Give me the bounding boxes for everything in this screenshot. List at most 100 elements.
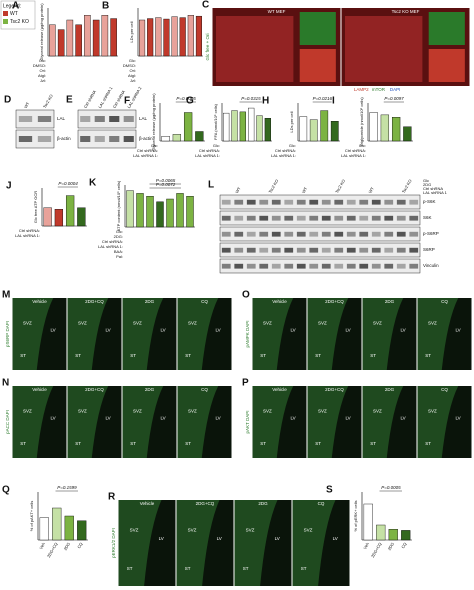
panel-letter: C <box>202 0 209 11</box>
band <box>296 231 306 237</box>
band-label: β-actin <box>139 136 153 141</box>
condition-label: LAL shRNA 1: <box>341 153 366 158</box>
band <box>234 263 244 269</box>
blot-strip <box>77 129 137 149</box>
band <box>321 247 331 253</box>
region-label: LV <box>456 328 461 333</box>
bar <box>183 112 193 142</box>
band <box>346 247 356 253</box>
ventricle <box>386 386 417 458</box>
band <box>384 231 394 237</box>
condition-label: Glc: <box>116 229 123 234</box>
condition-label: Ctrl shRNA: <box>199 148 220 153</box>
band <box>309 215 319 221</box>
bar <box>309 119 318 142</box>
blot-strip <box>77 109 137 129</box>
region-label: ST <box>301 566 307 571</box>
p-value: P=0.1599 <box>57 485 77 490</box>
band <box>334 247 344 253</box>
region-label: ST <box>185 441 191 446</box>
lane-label: Ctrl shRNA <box>83 89 97 109</box>
condition-label: Ctrl shRNA: <box>102 239 123 244</box>
condition-label: Jzl: <box>130 78 136 83</box>
band <box>80 116 91 122</box>
ventricle <box>276 298 307 370</box>
band-label: β-actin <box>57 136 71 141</box>
p-value: P=0.0216 <box>313 96 333 101</box>
legend-swatch <box>3 11 8 16</box>
band <box>259 215 269 221</box>
x-tick-label: 2DG+CQ <box>46 542 59 559</box>
band <box>371 247 381 253</box>
region-label: ST <box>370 441 376 446</box>
region-label: ST <box>260 353 266 358</box>
condition-label: LAL shRNA 1: <box>15 233 40 238</box>
tile-title: Vehicle <box>32 387 47 392</box>
bar <box>166 198 174 228</box>
lane-label: WT <box>23 101 31 109</box>
p-value: P=0.0072 <box>156 182 176 187</box>
band-label: S6RP <box>423 247 435 252</box>
band <box>371 199 381 205</box>
condition-label: Atgl: <box>128 73 136 78</box>
condition-label: Ctrl shRNA: <box>137 148 158 153</box>
bar <box>179 17 186 57</box>
ventricle <box>146 298 177 370</box>
condition-label: BAA: <box>114 249 123 254</box>
panel-letter: H <box>262 96 269 107</box>
panel-letter: Q <box>2 485 10 496</box>
ventricle <box>36 386 67 458</box>
y-axis-label: LDs per cell <box>129 21 134 42</box>
condition-label: 2DG: <box>114 234 123 239</box>
band <box>334 263 344 269</box>
bar <box>248 107 255 142</box>
y-axis-label: Glc free ATP OCR <box>33 191 38 223</box>
condition-label: Atgl: <box>38 73 46 78</box>
p-value: P=0.0004 <box>58 181 78 186</box>
row-label: Glc <box>423 178 429 183</box>
band <box>296 199 306 205</box>
bar <box>147 18 154 57</box>
panel-letter: F <box>124 96 130 107</box>
bar <box>43 207 52 227</box>
condition-label: LAL shRNA 1: <box>195 153 220 158</box>
region-label: SVZ <box>188 527 197 532</box>
region-label: SVZ <box>263 408 272 413</box>
band <box>259 247 269 253</box>
band-label: Vinculin <box>423 263 439 268</box>
ventricle <box>36 298 67 370</box>
band <box>359 199 369 205</box>
tile-title: CQ <box>441 299 448 304</box>
region-label: LV <box>291 328 296 333</box>
region-label: LV <box>106 328 111 333</box>
side-label: pACC DAPI <box>5 410 10 434</box>
blot-strip <box>219 226 421 242</box>
region-label: LV <box>401 328 406 333</box>
tile-title: CQ <box>318 501 325 506</box>
region-label: SVZ <box>318 408 327 413</box>
region-label: ST <box>75 441 81 446</box>
side-label: Glc free + Ori <box>205 34 210 61</box>
bar <box>163 18 170 57</box>
band <box>284 199 294 205</box>
bar <box>330 121 339 142</box>
y-axis-label: % of pERK+ cells <box>353 500 358 531</box>
region-label: SVZ <box>78 320 87 325</box>
region-label: SVZ <box>373 320 382 325</box>
band <box>221 247 231 253</box>
band <box>246 247 256 253</box>
row-label: 2DG <box>423 182 431 187</box>
tile-title: 2DG+CQ <box>325 387 344 392</box>
band <box>271 247 281 253</box>
caption: DAPI <box>390 87 401 92</box>
ventricle <box>144 500 176 586</box>
ventricle <box>386 298 417 370</box>
band <box>221 215 231 221</box>
panel-letter: S <box>326 485 333 496</box>
x-tick-label: Veh <box>362 542 370 550</box>
ventricle <box>91 386 122 458</box>
region-label: ST <box>425 353 431 358</box>
x-tick-label: CQ <box>76 542 83 550</box>
band <box>409 215 419 221</box>
